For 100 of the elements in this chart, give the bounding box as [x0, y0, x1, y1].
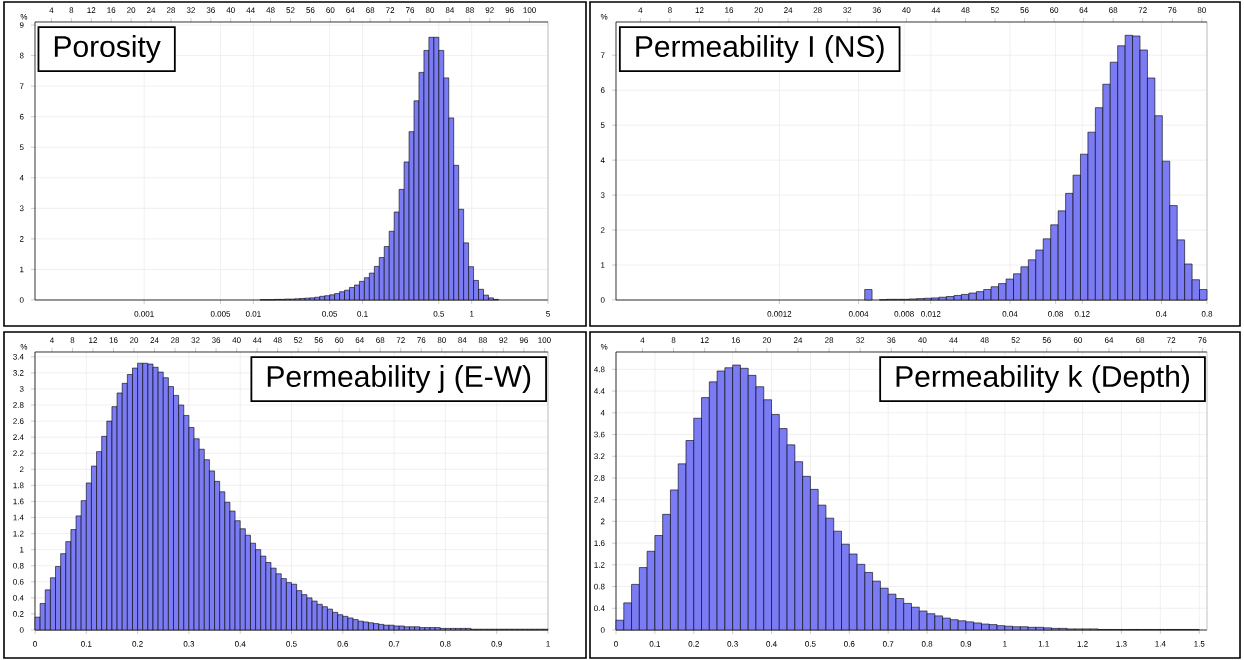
x-tick-label: 0.01	[245, 311, 261, 317]
x2-tick-label: 56	[1042, 337, 1051, 343]
y-tick-label: 7	[19, 83, 24, 89]
x2-tick-label: 96	[505, 7, 514, 13]
y-tick-label: 0.4	[594, 605, 605, 612]
y-tick-label: 4	[600, 410, 605, 416]
x-tick-label: 0.2	[132, 641, 143, 647]
x-tick-label: 0.05	[322, 311, 338, 317]
y-tick-label: 1	[20, 266, 24, 273]
y-tick-label: 0.4	[13, 595, 24, 601]
chart-title: Permeability k (Depth)	[896, 365, 1189, 394]
x2-tick-label: 4	[49, 7, 54, 13]
y-tick-label: 4.8	[594, 366, 605, 373]
y-tick-label: 7	[600, 52, 605, 58]
x2-tick-label: 72	[386, 7, 395, 13]
x2-tick-label: 100	[523, 7, 536, 13]
x-tick-label: 0.0012	[767, 311, 792, 317]
x-tick-label: 1	[470, 311, 474, 317]
x2-tick-label: 76	[417, 337, 426, 343]
y-tick-label: 0	[19, 627, 24, 633]
y-tick-label: 0.6	[13, 578, 24, 585]
x2-tick-label: 60	[326, 7, 335, 13]
y-tick-label: 3.4	[13, 353, 24, 360]
x-tick-label: 0.3	[183, 641, 195, 647]
x2-tick-label: 32	[191, 337, 200, 343]
x2-tick-label: 96	[519, 337, 528, 343]
x-tick-label: 0.7	[882, 641, 894, 647]
x2-tick-label: 36	[887, 337, 896, 343]
y-tick-label: 0	[600, 627, 605, 633]
x2-tick-label: 88	[478, 337, 487, 343]
x2-tick-label: 12	[89, 337, 98, 343]
x2-tick-label: 16	[109, 337, 118, 343]
x2-tick-label: 60	[335, 337, 344, 343]
x2-tick-label: 48	[980, 337, 989, 343]
y-tick-label: 1.6	[594, 540, 605, 546]
y-tick-label: 0.8	[13, 562, 24, 569]
x-tick-label: 0.005	[210, 311, 231, 317]
x2-tick-label: 60	[1050, 7, 1059, 13]
y-tick-label: 2	[19, 236, 24, 242]
x2-tick-label: 32	[186, 7, 195, 13]
x2-tick-label: 44	[931, 7, 941, 13]
y-tick-label: 0	[600, 297, 605, 303]
x2-tick-label: 64	[1079, 7, 1088, 13]
x2-tick-label: 36	[206, 7, 215, 13]
x-tick-label: 0.9	[960, 641, 972, 647]
y-tick-label: 4	[600, 157, 605, 163]
x2-tick-label: 28	[813, 7, 822, 13]
x2-tick-label: 80	[437, 337, 446, 343]
x2-tick-label: 36	[872, 7, 881, 13]
x2-tick-label: 44	[949, 337, 958, 343]
y-tick-label: 2	[600, 227, 605, 233]
x2-tick-label: 28	[166, 7, 176, 13]
x-tick-label: 0.8	[921, 641, 933, 647]
y-tick-label: 3	[600, 192, 605, 198]
x2-tick-label: 92	[485, 7, 494, 13]
x-tick-label: 1.4	[1155, 641, 1166, 647]
x2-tick-label: 32	[843, 7, 852, 13]
x-tick-label: 1.1	[1038, 641, 1049, 647]
x2-tick-label: 68	[1136, 337, 1145, 343]
x-tick-label: 0.008	[894, 311, 914, 317]
x2-tick-label: 48	[266, 7, 275, 13]
y-tick-label: 5	[19, 144, 24, 151]
x2-tick-label: 52	[286, 7, 295, 13]
x2-tick-label: 16	[731, 337, 740, 343]
y-axis-title: %	[20, 344, 28, 350]
y-tick-label: 2	[19, 466, 24, 473]
x-tick-label: 0.004	[848, 311, 869, 317]
x2-tick-label: 16	[107, 7, 116, 13]
x-tick-label: 0.1	[649, 641, 661, 647]
x2-tick-label: 28	[825, 337, 834, 343]
x2-tick-label: 76	[406, 7, 415, 13]
y-axis-title: %	[600, 344, 608, 350]
x2-tick-label: 8	[70, 337, 75, 343]
x-tick-label: 0.5	[805, 641, 816, 647]
x-tick-label: 0.4	[1156, 311, 1167, 317]
y-axis-title: %	[600, 14, 608, 20]
x-tick-label: 0.5	[286, 641, 297, 647]
y-tick-label: 1.6	[13, 498, 24, 505]
y-tick-label: 1.4	[13, 514, 24, 521]
y-tick-label: 3.6	[594, 431, 605, 438]
y-tick-label: 0.2	[13, 611, 24, 617]
y-tick-label: 2.4	[13, 434, 24, 440]
x2-tick-label: 4	[638, 7, 643, 13]
x-tick-label: 0.08	[1048, 311, 1064, 317]
x2-tick-label: 100	[538, 337, 551, 343]
x2-tick-label: 64	[346, 7, 355, 13]
y-tick-label: 4	[19, 175, 24, 181]
x2-tick-label: 52	[294, 337, 303, 343]
x2-tick-label: 60	[1073, 337, 1083, 343]
x2-tick-label: 32	[856, 337, 865, 343]
x2-tick-label: 12	[700, 337, 709, 343]
x2-tick-label: 16	[725, 7, 734, 13]
y-tick-label: 6	[600, 87, 605, 94]
x2-tick-label: 40	[226, 7, 235, 13]
x-tick-label: 1.2	[1077, 641, 1088, 647]
x2-tick-label: 44	[246, 7, 255, 13]
x-tick-label: 1	[1003, 641, 1007, 647]
x2-tick-label: 80	[1197, 7, 1206, 13]
y-tick-label: 3.2	[594, 453, 605, 460]
x2-tick-label: 56	[306, 7, 315, 13]
